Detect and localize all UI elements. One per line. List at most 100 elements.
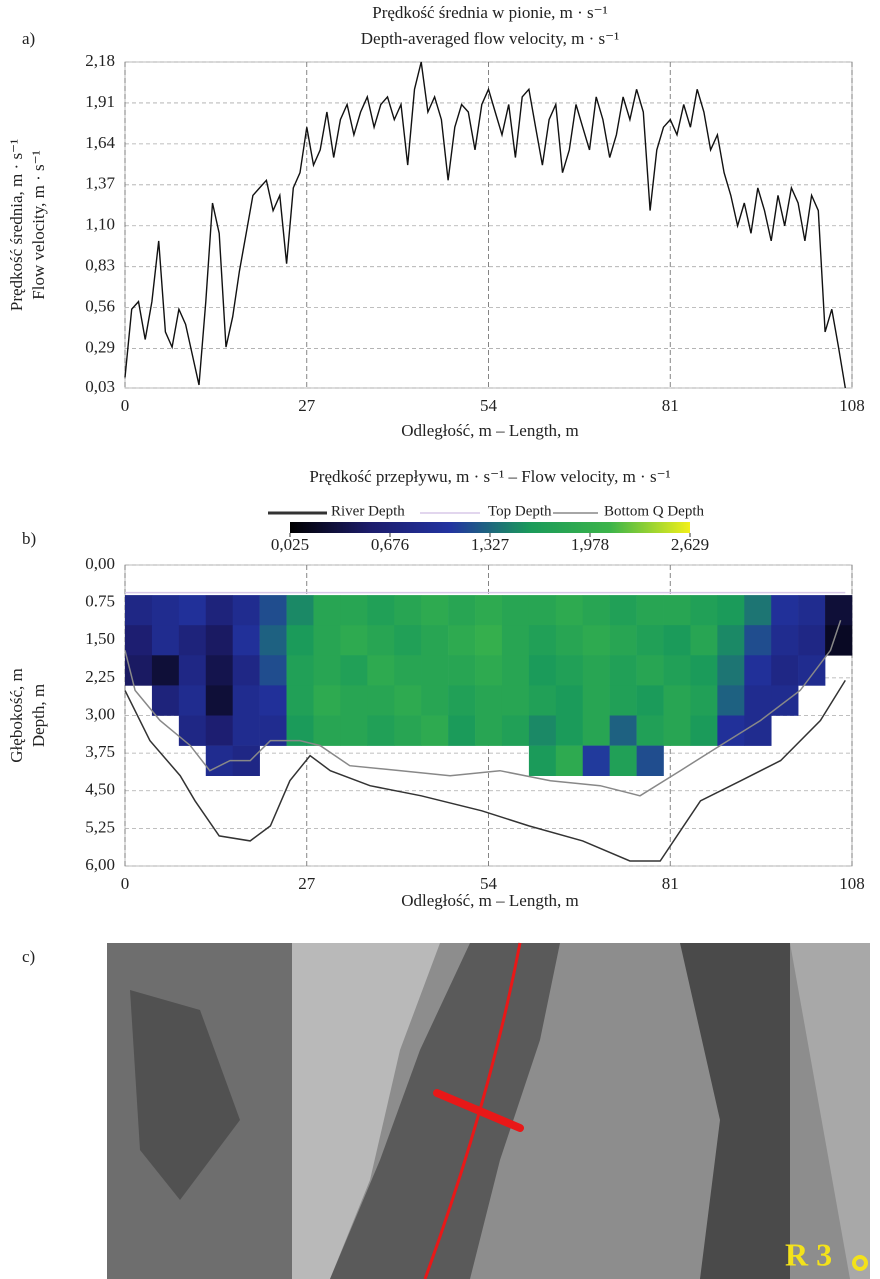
heat-cell [125, 655, 153, 686]
colorbar-tick-label: 0,676 [371, 535, 409, 554]
colorbar [290, 522, 690, 533]
heat-cell [205, 595, 234, 626]
y-tick-label: 3,75 [85, 742, 115, 761]
x-tick-label: 108 [839, 396, 865, 415]
heat-cell [771, 595, 799, 626]
y-tick-label: 1,37 [85, 174, 115, 193]
heat-cell [798, 595, 826, 626]
heat-cell [636, 745, 664, 776]
heat-cell [636, 655, 664, 686]
panel-label: b) [22, 529, 36, 548]
heat-cell [717, 595, 745, 626]
heat-cell [313, 625, 341, 656]
heat-cell [528, 685, 557, 716]
heat-cell [232, 715, 260, 746]
heat-cell [232, 655, 260, 686]
x-tick-label: 27 [298, 396, 316, 415]
heat-cell [178, 655, 207, 686]
heat-cell [636, 715, 664, 746]
heat-cell [125, 625, 153, 656]
heat-cell [717, 625, 745, 656]
heat-cell [717, 715, 745, 746]
heat-cell [205, 655, 234, 686]
heat-cell [340, 625, 368, 656]
y-tick-label: 4,50 [85, 780, 115, 799]
heat-cell [636, 685, 664, 716]
heat-cell [528, 745, 557, 776]
x-axis-label: Odległość, m – Length, m [401, 421, 579, 440]
heat-cell [178, 595, 207, 626]
y-tick-label: 3,00 [85, 704, 115, 723]
heat-cell [313, 715, 341, 746]
y-tick-label: 1,64 [85, 133, 115, 152]
heat-cell [340, 655, 368, 686]
heat-cell [663, 715, 691, 746]
colorbar-tick-label: 1,327 [471, 535, 510, 554]
heat-cell [151, 655, 180, 686]
panel-label: c) [22, 947, 35, 966]
heat-cell [178, 625, 207, 656]
heat-cell [798, 625, 826, 656]
heat-cell [286, 685, 314, 716]
heat-cell [690, 595, 718, 626]
heat-cell [421, 595, 449, 626]
x-tick-label: 0 [121, 874, 130, 893]
heat-cell [771, 655, 799, 686]
heat-cell [501, 685, 530, 716]
heat-cell [771, 685, 799, 716]
heat-cell [340, 685, 368, 716]
y-tick-label: 0,00 [85, 554, 115, 573]
heat-cell [690, 685, 718, 716]
heat-cell [475, 625, 503, 656]
heat-cell [259, 625, 287, 656]
x-tick-label: 54 [480, 396, 498, 415]
heat-cell [501, 655, 530, 686]
legend-label: Top Depth [488, 503, 552, 519]
heat-cell [178, 685, 207, 716]
y-tick-label: 0,29 [85, 337, 115, 356]
heat-cell [717, 655, 745, 686]
heat-cell [448, 625, 476, 656]
heat-cell [367, 595, 395, 626]
heat-cell [798, 655, 826, 686]
y-axis-label: Flow velocity, m · s⁻¹ [29, 150, 48, 299]
heat-cell [448, 655, 476, 686]
x-tick-label: 108 [839, 874, 865, 893]
depth-line [124, 619, 842, 797]
heat-cell [232, 625, 260, 656]
heat-cell [367, 625, 395, 656]
heat-cell [582, 685, 610, 716]
heat-cell [394, 685, 422, 716]
x-tick-label: 0 [121, 396, 130, 415]
heat-cell [421, 655, 449, 686]
heat-cell [744, 625, 772, 656]
heat-cell [340, 715, 368, 746]
heat-cell [663, 685, 691, 716]
x-tick-label: 81 [662, 874, 679, 893]
x-tick-label: 27 [298, 874, 316, 893]
y-axis-label: Depth, m [29, 684, 48, 747]
y-tick-label: 0.75 [85, 592, 115, 611]
heat-cell [744, 595, 772, 626]
heat-cell [717, 685, 745, 716]
y-tick-label: 6,00 [85, 855, 115, 874]
heat-cell [609, 625, 637, 656]
heat-cell [582, 655, 610, 686]
heat-cell [475, 715, 503, 746]
heat-cell [744, 685, 772, 716]
heat-cell [448, 715, 476, 746]
heat-cell [475, 595, 503, 626]
heat-cell [151, 625, 180, 656]
y-tick-label: 2,18 [85, 51, 115, 70]
heat-cell [636, 595, 664, 626]
colorbar-tick-label: 0,025 [271, 535, 309, 554]
heat-cell [259, 595, 287, 626]
data-line [124, 61, 846, 389]
heat-cell [475, 685, 503, 716]
heat-cell [609, 745, 637, 776]
y-tick-label: 2,25 [85, 667, 115, 686]
x-axis-label: Odległość, m – Length, m [401, 891, 579, 910]
heat-cell [555, 655, 584, 686]
heat-cell [528, 715, 557, 746]
